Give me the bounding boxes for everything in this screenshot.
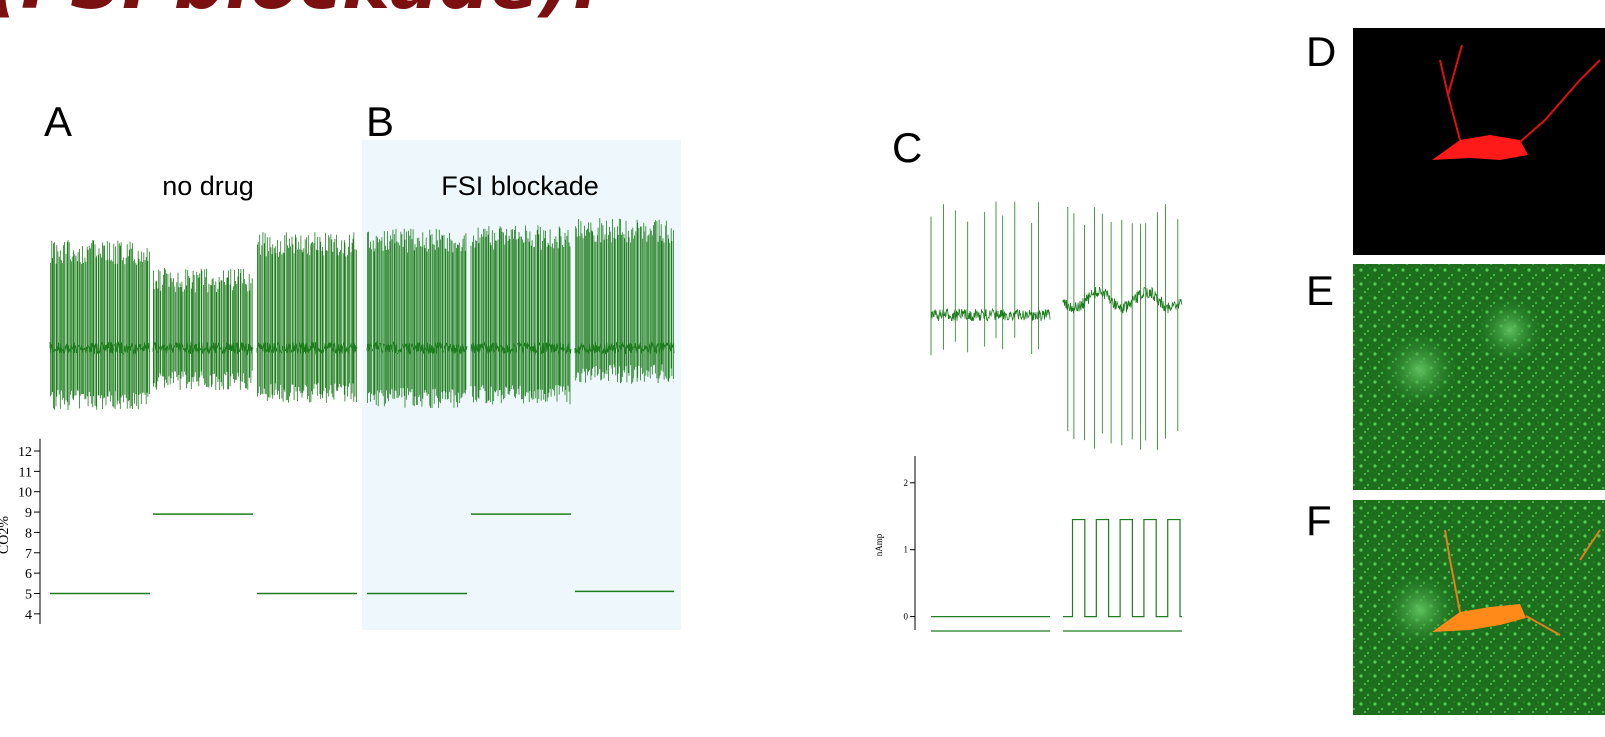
panel-label: A	[44, 98, 72, 145]
y-tick-label: 5	[25, 587, 32, 602]
slide-title: (FSI blockade).	[0, 0, 599, 25]
y-tick-label: 8	[25, 526, 32, 541]
panel-label: E	[1306, 267, 1334, 314]
figure: (FSI blockade). A no drug B FSI blockade…	[0, 0, 1605, 732]
y-tick-label: 1	[904, 545, 909, 555]
image-e	[1353, 264, 1605, 490]
y-tick-label: 10	[18, 486, 32, 501]
voltage-trace	[257, 232, 357, 403]
image-f	[1353, 500, 1605, 715]
voltage-trace	[50, 240, 150, 410]
y-axis-label: CO2%	[0, 516, 12, 554]
voltage-trace	[367, 229, 467, 408]
y-tick-label: 7	[25, 547, 32, 562]
voltage-trace	[153, 268, 253, 390]
condition-label: FSI blockade	[441, 171, 599, 201]
image-d	[1353, 28, 1605, 255]
voltage-trace	[931, 202, 1050, 356]
panel-label: B	[366, 98, 394, 145]
condition-label: no drug	[162, 171, 254, 201]
y-tick-label: 0	[904, 612, 909, 622]
panel-label: D	[1306, 28, 1336, 75]
current-pulses	[1063, 520, 1182, 617]
y-tick-label: 4	[25, 608, 32, 623]
voltage-trace	[1063, 204, 1182, 450]
y-tick-label: 12	[18, 445, 32, 460]
panel-label: C	[892, 124, 922, 171]
y-tick-label: 2	[904, 478, 909, 488]
y-tick-label: 9	[25, 506, 32, 521]
panel-label: F	[1306, 497, 1332, 544]
y-tick-label: 11	[19, 465, 32, 480]
y-tick-label: 6	[25, 567, 32, 582]
y-axis-label: nAmp	[874, 533, 884, 556]
